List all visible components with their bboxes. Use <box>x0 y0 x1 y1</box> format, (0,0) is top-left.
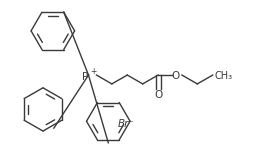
Text: O: O <box>154 90 162 100</box>
Text: +: + <box>90 67 97 76</box>
Text: CH₃: CH₃ <box>215 71 233 81</box>
Text: P: P <box>82 72 89 82</box>
Text: Br⁻: Br⁻ <box>117 119 134 129</box>
Text: O: O <box>172 71 180 81</box>
